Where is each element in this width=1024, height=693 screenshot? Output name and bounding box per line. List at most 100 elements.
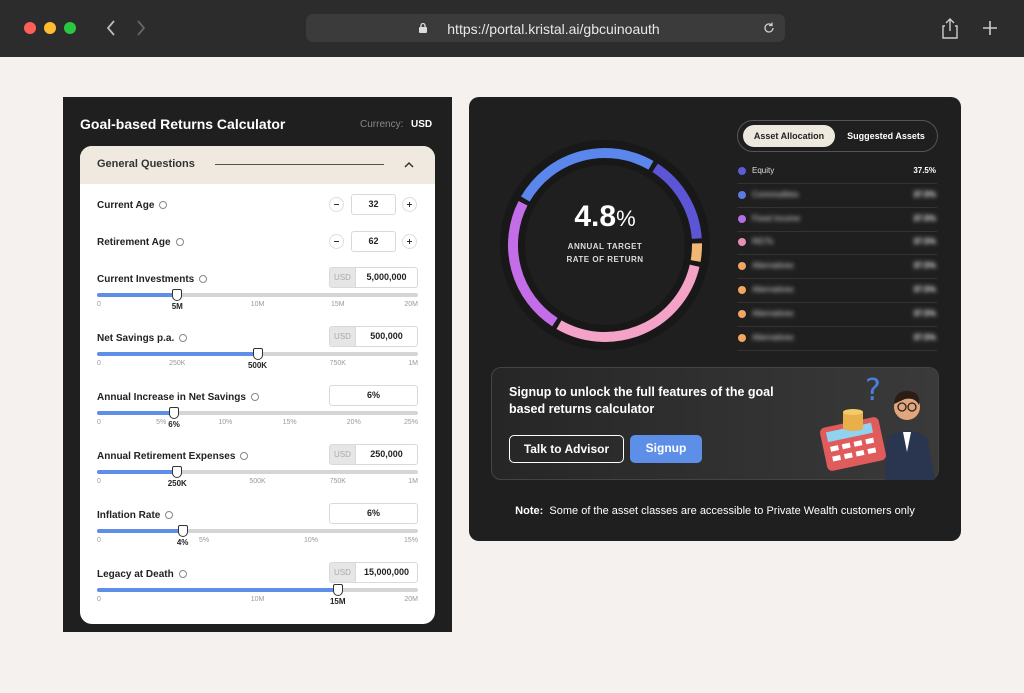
slider-tick: 20% [346, 419, 361, 426]
slider-track[interactable] [97, 411, 418, 415]
number-input[interactable]: 62 [351, 231, 396, 252]
slider-tick: 10M [250, 301, 265, 308]
donut-segment [520, 148, 654, 202]
slider-tick: 0 [97, 419, 101, 426]
collapse-icon[interactable] [403, 160, 415, 170]
info-icon[interactable] [175, 238, 184, 247]
section-header[interactable]: General Questions [80, 146, 435, 184]
donut-segment [508, 200, 558, 327]
slider-tick: 5% [156, 419, 167, 426]
slider-track[interactable] [97, 293, 418, 297]
percent-input[interactable]: 6% [329, 385, 418, 406]
minimize-button[interactable] [44, 22, 56, 34]
unit-label: USD [329, 267, 356, 288]
allocation-row: Equity 37.5% [737, 160, 937, 184]
donut-segment [690, 243, 702, 262]
info-icon[interactable] [178, 570, 187, 579]
slider-tick: 250K [169, 360, 186, 367]
amount-input[interactable]: 15,000,000 [355, 562, 418, 583]
allocation-dot [738, 167, 746, 175]
allocation-row: Fixed Income 37.5% [737, 208, 937, 232]
slider-thumb[interactable] [177, 525, 188, 537]
info-icon[interactable] [250, 393, 259, 402]
allocation-name: Alternatives [752, 308, 794, 318]
tab-active[interactable]: Asset Allocation [743, 125, 835, 147]
zoom-button[interactable] [64, 22, 76, 34]
rate-caption-line: ANNUAL TARGET [567, 242, 643, 251]
slider-tick: 5% [198, 537, 210, 544]
info-icon[interactable] [179, 334, 188, 343]
slider-tick: 0 [97, 360, 101, 367]
slider-thumb[interactable] [172, 466, 183, 478]
donut-segment [652, 163, 702, 240]
decrement-button[interactable] [329, 197, 344, 212]
slider-fill [97, 352, 258, 356]
allocation-row: Commodities 37.5% [737, 184, 937, 208]
slider-value-label: 6% [168, 420, 180, 429]
slider-tick: 25% [403, 419, 418, 426]
percent-input[interactable]: 6% [329, 503, 418, 524]
slider-tick: 10% [218, 419, 233, 426]
slider-value-label: 5M [171, 302, 183, 311]
slider-fill [97, 529, 183, 533]
amount-input[interactable]: 250,000 [355, 444, 418, 465]
allocation-name: Alternatives [752, 285, 794, 294]
increment-button[interactable] [402, 234, 417, 249]
slider-value-label: 15M [329, 597, 346, 606]
address-bar[interactable]: https://portal.kristal.ai/gbcuinoauth [306, 14, 785, 42]
field-label: Current Age [97, 200, 168, 211]
nav-arrows[interactable] [100, 18, 150, 38]
info-icon[interactable] [240, 452, 249, 461]
note-label: Note: [515, 505, 544, 517]
allocation-name: Alternatives [752, 261, 794, 271]
slider-thumb[interactable] [332, 584, 343, 596]
tab[interactable]: Suggested Assets [847, 131, 925, 141]
field-label: Current Investments [97, 274, 208, 285]
amount-input[interactable]: 5,000,000 [355, 267, 418, 288]
note-text: Some of the asset classes are accessible… [549, 505, 915, 517]
allocation-row: Alternatives 37.5% [737, 255, 937, 280]
talk-to-advisor-button[interactable]: Talk to Advisor [509, 435, 624, 463]
slider-value-label: 500K [247, 361, 268, 370]
questions-card: General Questions Current Age 32 Retiremen… [80, 146, 435, 624]
info-icon[interactable] [159, 201, 168, 210]
number-input[interactable]: 32 [351, 194, 396, 215]
increment-button[interactable] [402, 197, 417, 212]
slider-tick: 15% [403, 537, 418, 544]
promo-text: Signup to unlock the full features of th… [509, 385, 774, 416]
note: Note: Some of the asset classes are acce… [469, 505, 961, 517]
slider-tick: 10M [250, 596, 265, 603]
slider-fill [97, 293, 178, 297]
reload-icon[interactable] [762, 21, 776, 35]
allocation-dot [738, 262, 746, 271]
amount-input[interactable]: 500,000 [355, 326, 418, 347]
signup-button[interactable]: Signup [630, 435, 702, 463]
decrement-button[interactable] [329, 234, 344, 249]
divider [215, 164, 384, 165]
field-label: Annual Retirement Expenses [97, 451, 249, 462]
section-title: General Questions [97, 158, 195, 170]
field-label: Annual Increase in Net Savings [97, 392, 259, 403]
donut-segment [556, 264, 700, 342]
toolbar-icons[interactable] [940, 17, 1000, 39]
slider-thumb[interactable] [252, 348, 263, 360]
slider-track[interactable] [97, 470, 418, 474]
slider-tick: 750K [329, 360, 346, 367]
lock-icon [419, 22, 427, 33]
slider-thumb[interactable] [169, 407, 180, 419]
info-icon[interactable] [165, 511, 174, 520]
slider-track[interactable] [97, 529, 418, 533]
rate-value: 4.8 [574, 200, 617, 233]
allocation-value: 37.5% [913, 189, 936, 199]
field-label: Inflation Rate [97, 510, 174, 521]
close-button[interactable] [24, 22, 36, 34]
allocation-value: 37.5% [913, 237, 936, 247]
info-icon[interactable] [199, 275, 208, 284]
currency-value[interactable]: USD [411, 119, 433, 130]
allocation-value: 37.5% [913, 166, 936, 175]
url-text: https://portal.kristal.ai/gbcuinoauth [447, 21, 660, 37]
slider-thumb[interactable] [172, 289, 183, 301]
slider-tick: 0 [97, 478, 101, 485]
allocation-name: Commodities [752, 189, 799, 199]
slider-tick: 750K [329, 478, 346, 485]
